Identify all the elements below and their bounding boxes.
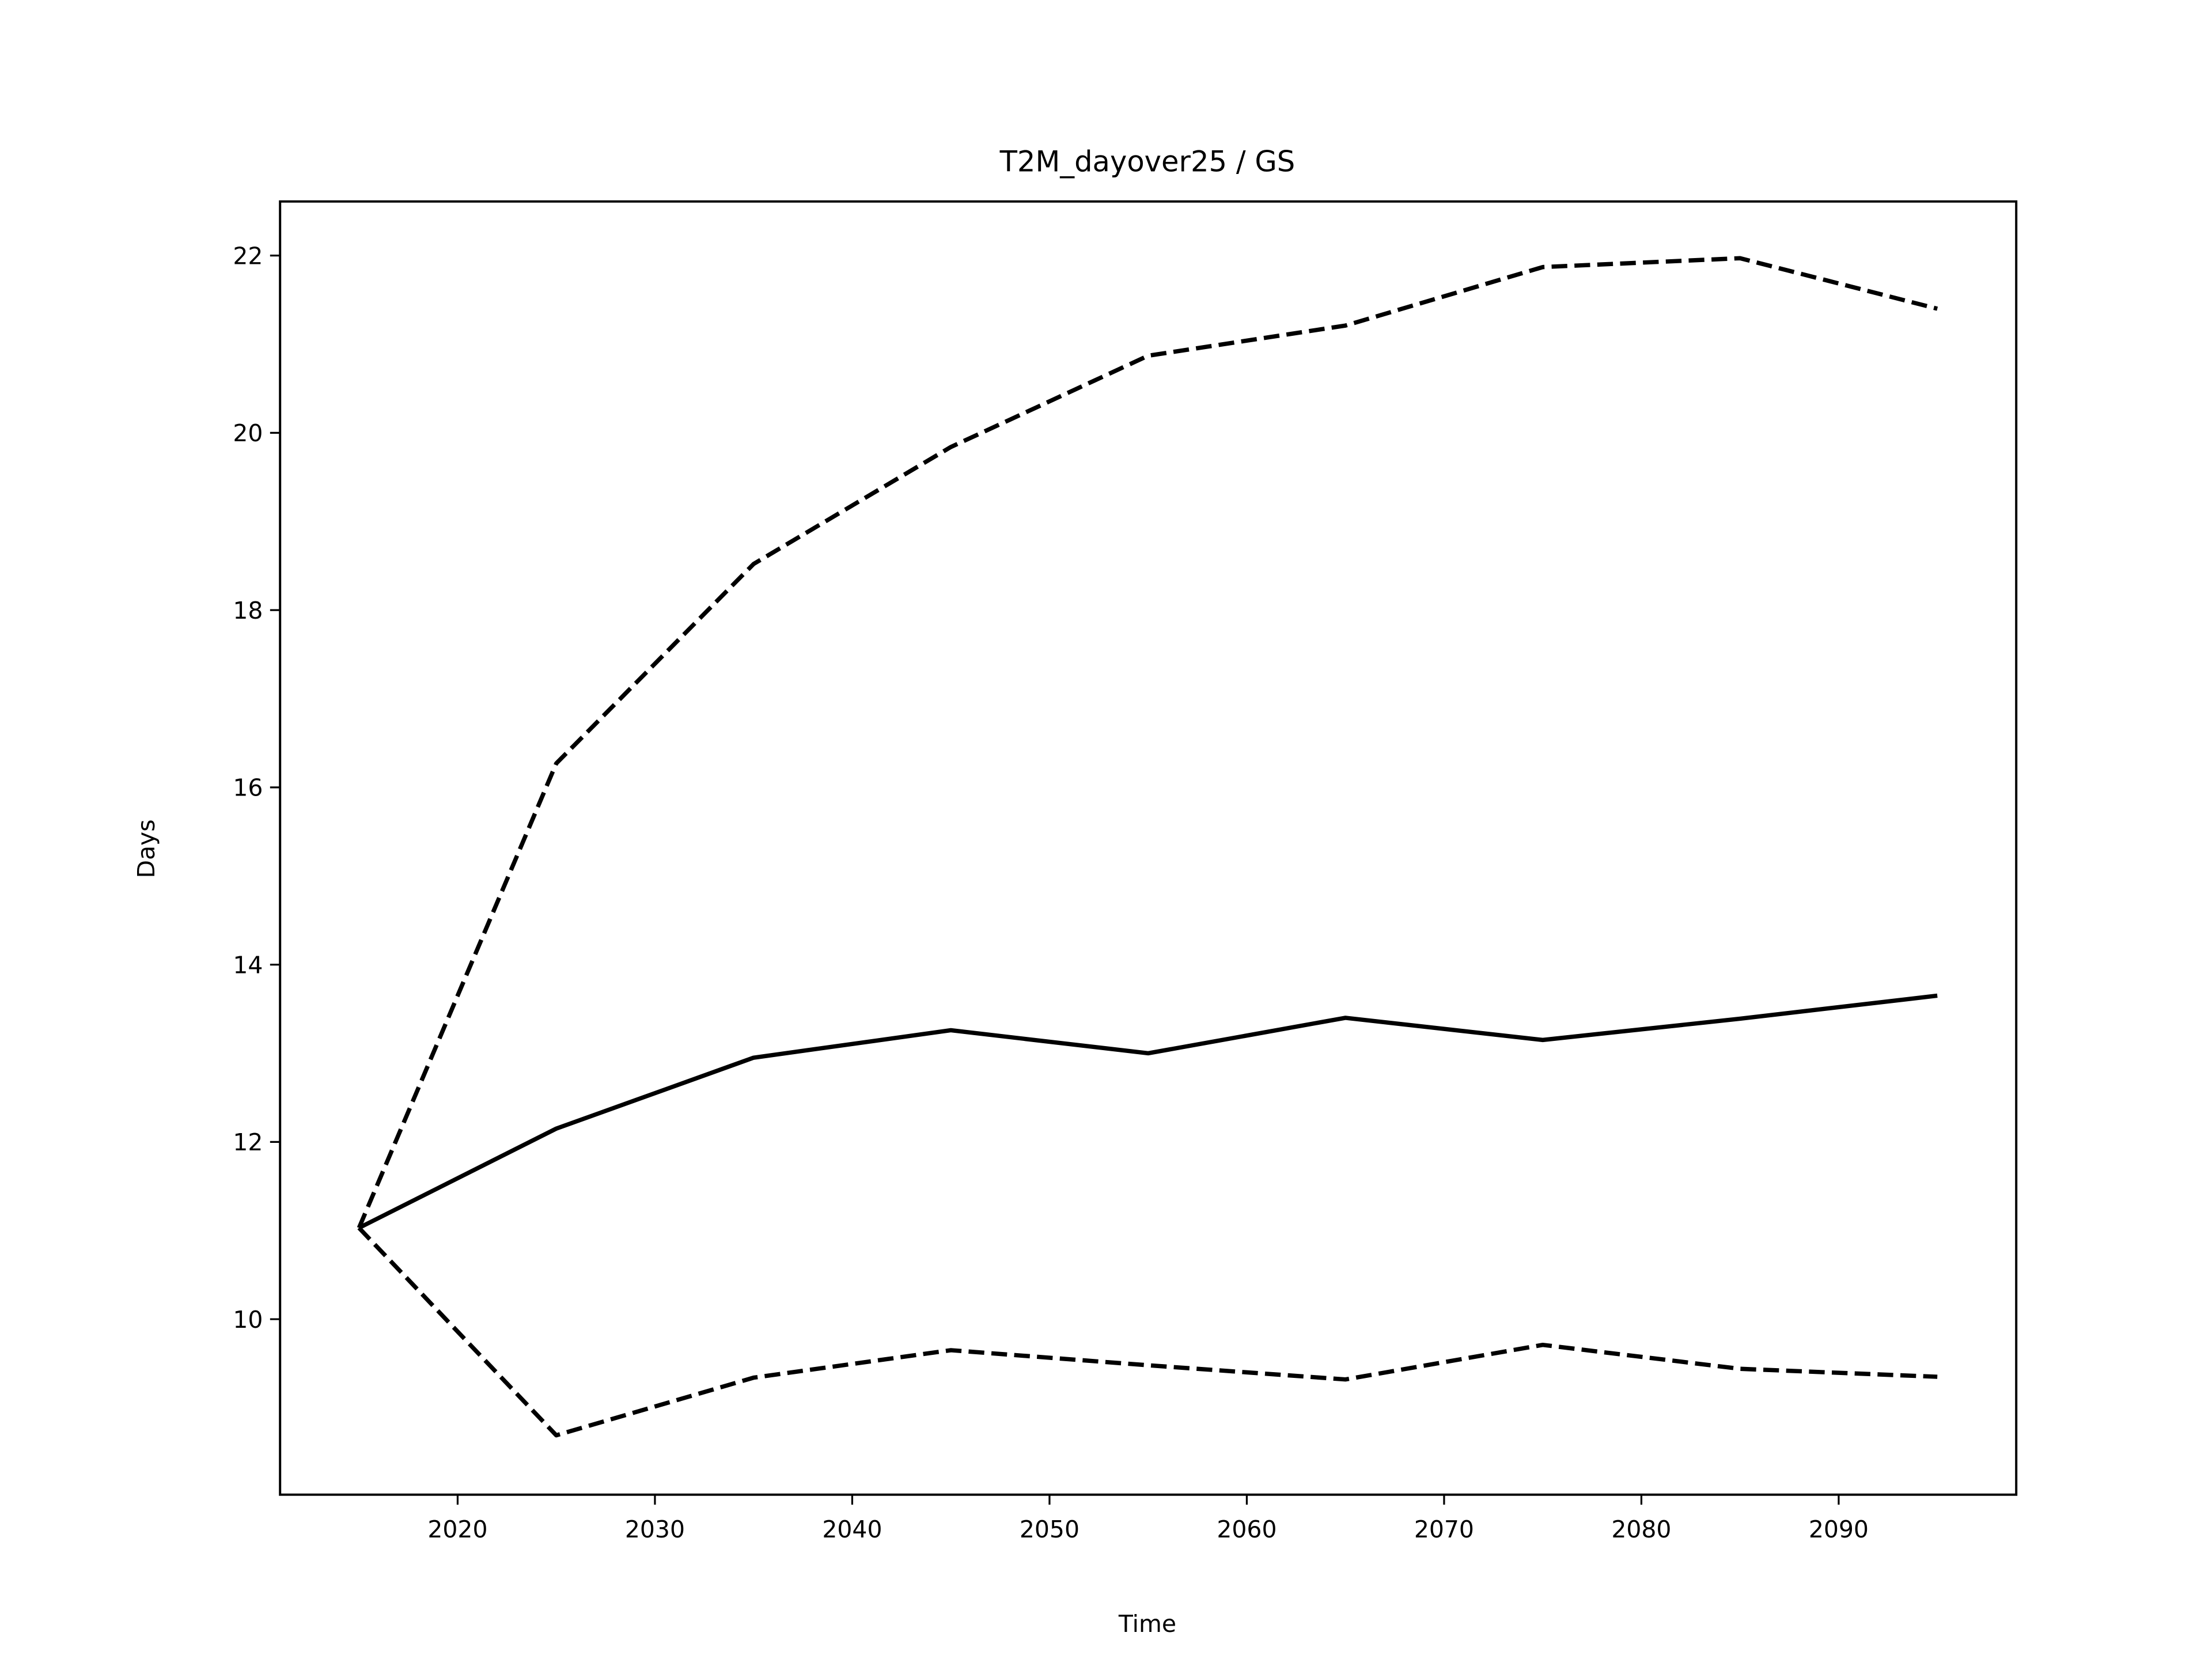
line-series xyxy=(358,993,1938,1230)
line-series xyxy=(357,1226,1938,1438)
y-tick-label: 14 xyxy=(233,951,263,979)
x-tick-label: 2090 xyxy=(1809,1516,1869,1543)
y-tick-label: 12 xyxy=(233,1128,263,1156)
y-tick-label: 18 xyxy=(233,597,263,624)
x-tick-label: 2080 xyxy=(1611,1516,1671,1543)
x-tick-label: 2050 xyxy=(1020,1516,1080,1543)
x-tick-label: 2060 xyxy=(1217,1516,1277,1543)
y-tick-label: 10 xyxy=(233,1306,263,1334)
line-series xyxy=(357,256,1938,1229)
y-axis-label: Days xyxy=(132,819,160,878)
plot-frame xyxy=(279,200,2018,1496)
x-tick-label: 2040 xyxy=(822,1516,882,1543)
x-tick-label: 2030 xyxy=(625,1516,685,1543)
x-tick-label: 2020 xyxy=(427,1516,487,1543)
y-tick-label: 22 xyxy=(233,243,263,270)
chart-title: T2M_dayover25 / GS xyxy=(999,145,1296,179)
y-tick-label: 16 xyxy=(233,774,263,802)
x-tick-label: 2070 xyxy=(1414,1516,1474,1543)
x-axis-label: Time xyxy=(1118,1610,1176,1638)
y-tick-label: 20 xyxy=(233,419,263,447)
